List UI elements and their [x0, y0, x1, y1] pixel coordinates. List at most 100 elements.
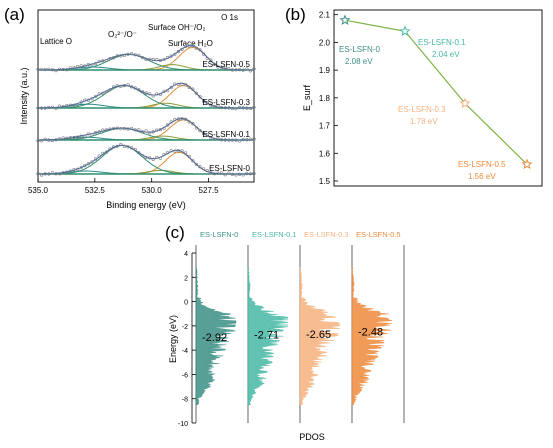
xps-data-point [122, 53, 126, 58]
panel-c-y-tick-label: -2 [182, 324, 188, 331]
xps-data-point [162, 89, 166, 93]
xps-data-point [79, 100, 83, 104]
xps-data-point [119, 84, 123, 89]
xps-data-point [209, 103, 213, 107]
xps-data-point [43, 67, 47, 72]
xps-data-point [111, 56, 116, 60]
xps-data-point [162, 126, 166, 130]
xps-data-point [202, 99, 206, 103]
point-name-label: ES-LSFN-0.1 [418, 38, 466, 47]
data-point-star [339, 14, 351, 25]
xps-data-point [220, 138, 224, 142]
xps-data-point [65, 104, 69, 108]
xps-data-point [104, 90, 108, 94]
xps-data-point [158, 128, 162, 132]
panel-a-xps: (a) O 1s Lattice O O₂²⁻/O⁻ Surface OH⁻/O… [4, 5, 256, 210]
xps-data-point [198, 95, 202, 99]
xps-data-point [137, 53, 141, 58]
panel-a-x-tick-label: 530.0 [142, 186, 163, 195]
xps-data-point [50, 105, 55, 109]
peak-label-surface-oh: Surface OH⁻/O₂ [148, 23, 206, 32]
xps-data-point [133, 128, 137, 132]
xps-data-point [61, 104, 65, 109]
xps-data-point [90, 133, 94, 137]
panel-c-y-tick-label: 2 [184, 275, 188, 282]
panel-b-esurf: (b) E_surf 1.5 1.6 1.7 1.8 1.9 2.0 2.1 ES-LSFN… [285, 5, 543, 187]
xps-data-point [65, 170, 69, 174]
xps-data-point [86, 162, 90, 166]
panel-a-x-label: Binding energy (eV) [106, 200, 186, 210]
xps-data-point [57, 67, 62, 71]
xps-data-point [216, 171, 220, 175]
panel-c-pdos: (c) Energy (eV) 4 2 0 -2 -4 -6 -8 -10 ES-LSFN-0… [165, 223, 405, 442]
xps-data-point [198, 165, 202, 169]
band-center-label: -2.92 [202, 332, 227, 344]
xps-data-point [184, 151, 188, 155]
pdos-column: ES-LSFN-0.3 -2.65 [299, 230, 349, 423]
xps-data-point [151, 130, 155, 134]
xps-data-point [148, 57, 152, 61]
xps-data-point [119, 142, 123, 147]
pdos-density-area [195, 267, 237, 406]
xps-data-point [144, 129, 148, 133]
xps-data-point [158, 58, 162, 63]
xps-data-point [68, 169, 72, 173]
xps-data-point [122, 83, 126, 88]
xps-data-point [140, 130, 144, 134]
xps-data-point [230, 172, 234, 176]
point-name-label: ES-LSFN-0 [339, 45, 380, 54]
xps-data-point [191, 159, 195, 163]
xps-data-point [72, 103, 76, 107]
xps-data-point [155, 155, 159, 159]
panel-b-y-tick-label: 1.6 [319, 149, 331, 158]
xps-data-point [252, 67, 256, 71]
xps-data-point [108, 127, 112, 131]
xps-data-point [140, 154, 144, 158]
band-center-label: -2.65 [306, 329, 331, 341]
xps-data-point [72, 135, 76, 140]
xps-data-point [133, 53, 137, 57]
xps-data-point [238, 172, 242, 176]
xps-data-point [104, 58, 108, 63]
xps-data-point [248, 69, 252, 73]
xps-data-point [104, 128, 108, 132]
panel-c-plot: ES-LSFN-0-2.92ES-LSFN-0.1-2.71ES-LSFN-0.… [195, 230, 405, 423]
xps-data-point [194, 46, 198, 50]
xps-data-point [205, 101, 209, 105]
panel-c-y-axis: 4 2 0 -2 -4 -6 -8 -10 [178, 251, 196, 428]
xps-data-point [202, 132, 206, 136]
xps-data-point [83, 64, 87, 68]
panel-b-y-label: E_surf [302, 84, 312, 111]
data-point-star [521, 158, 533, 170]
xps-data-point [144, 57, 148, 62]
xps-data-point [180, 47, 184, 52]
band-center-label: -2.48 [358, 327, 383, 339]
xps-data-point [216, 137, 220, 141]
xps-data-point [43, 106, 47, 110]
xps-data-point [47, 67, 51, 71]
panel-b-y-tick-label: 2.1 [319, 11, 331, 20]
pdos-series-label: ES-LSFN-0.1 [252, 230, 297, 239]
xps-data-point [158, 156, 162, 160]
xps-data-point [166, 151, 170, 155]
xps-data-point [180, 149, 184, 153]
xps-data-point [119, 127, 123, 131]
panel-c-y-tick-label: -6 [182, 372, 188, 379]
panel-b-y-tick-label: 2.0 [319, 38, 331, 47]
panel-a-x-tick-label: 527.5 [199, 186, 220, 195]
xps-data-point [230, 138, 234, 142]
xps-data-point [155, 57, 159, 62]
xps-data-point [223, 66, 227, 70]
panel-c-y-tick-label: 4 [184, 251, 188, 258]
panel-a-frame [37, 9, 255, 183]
xps-data-point [36, 67, 40, 71]
panel-b-y-tick-label: 1.8 [319, 94, 331, 103]
xps-data-point [108, 56, 112, 61]
xps-data-point [50, 68, 55, 72]
xps-data-point [245, 138, 249, 142]
xps-data-point [126, 145, 130, 149]
xps-data-point [75, 167, 80, 171]
xps-data-point [137, 128, 141, 132]
xps-data-point [198, 48, 202, 52]
xps-data-point [184, 83, 188, 87]
